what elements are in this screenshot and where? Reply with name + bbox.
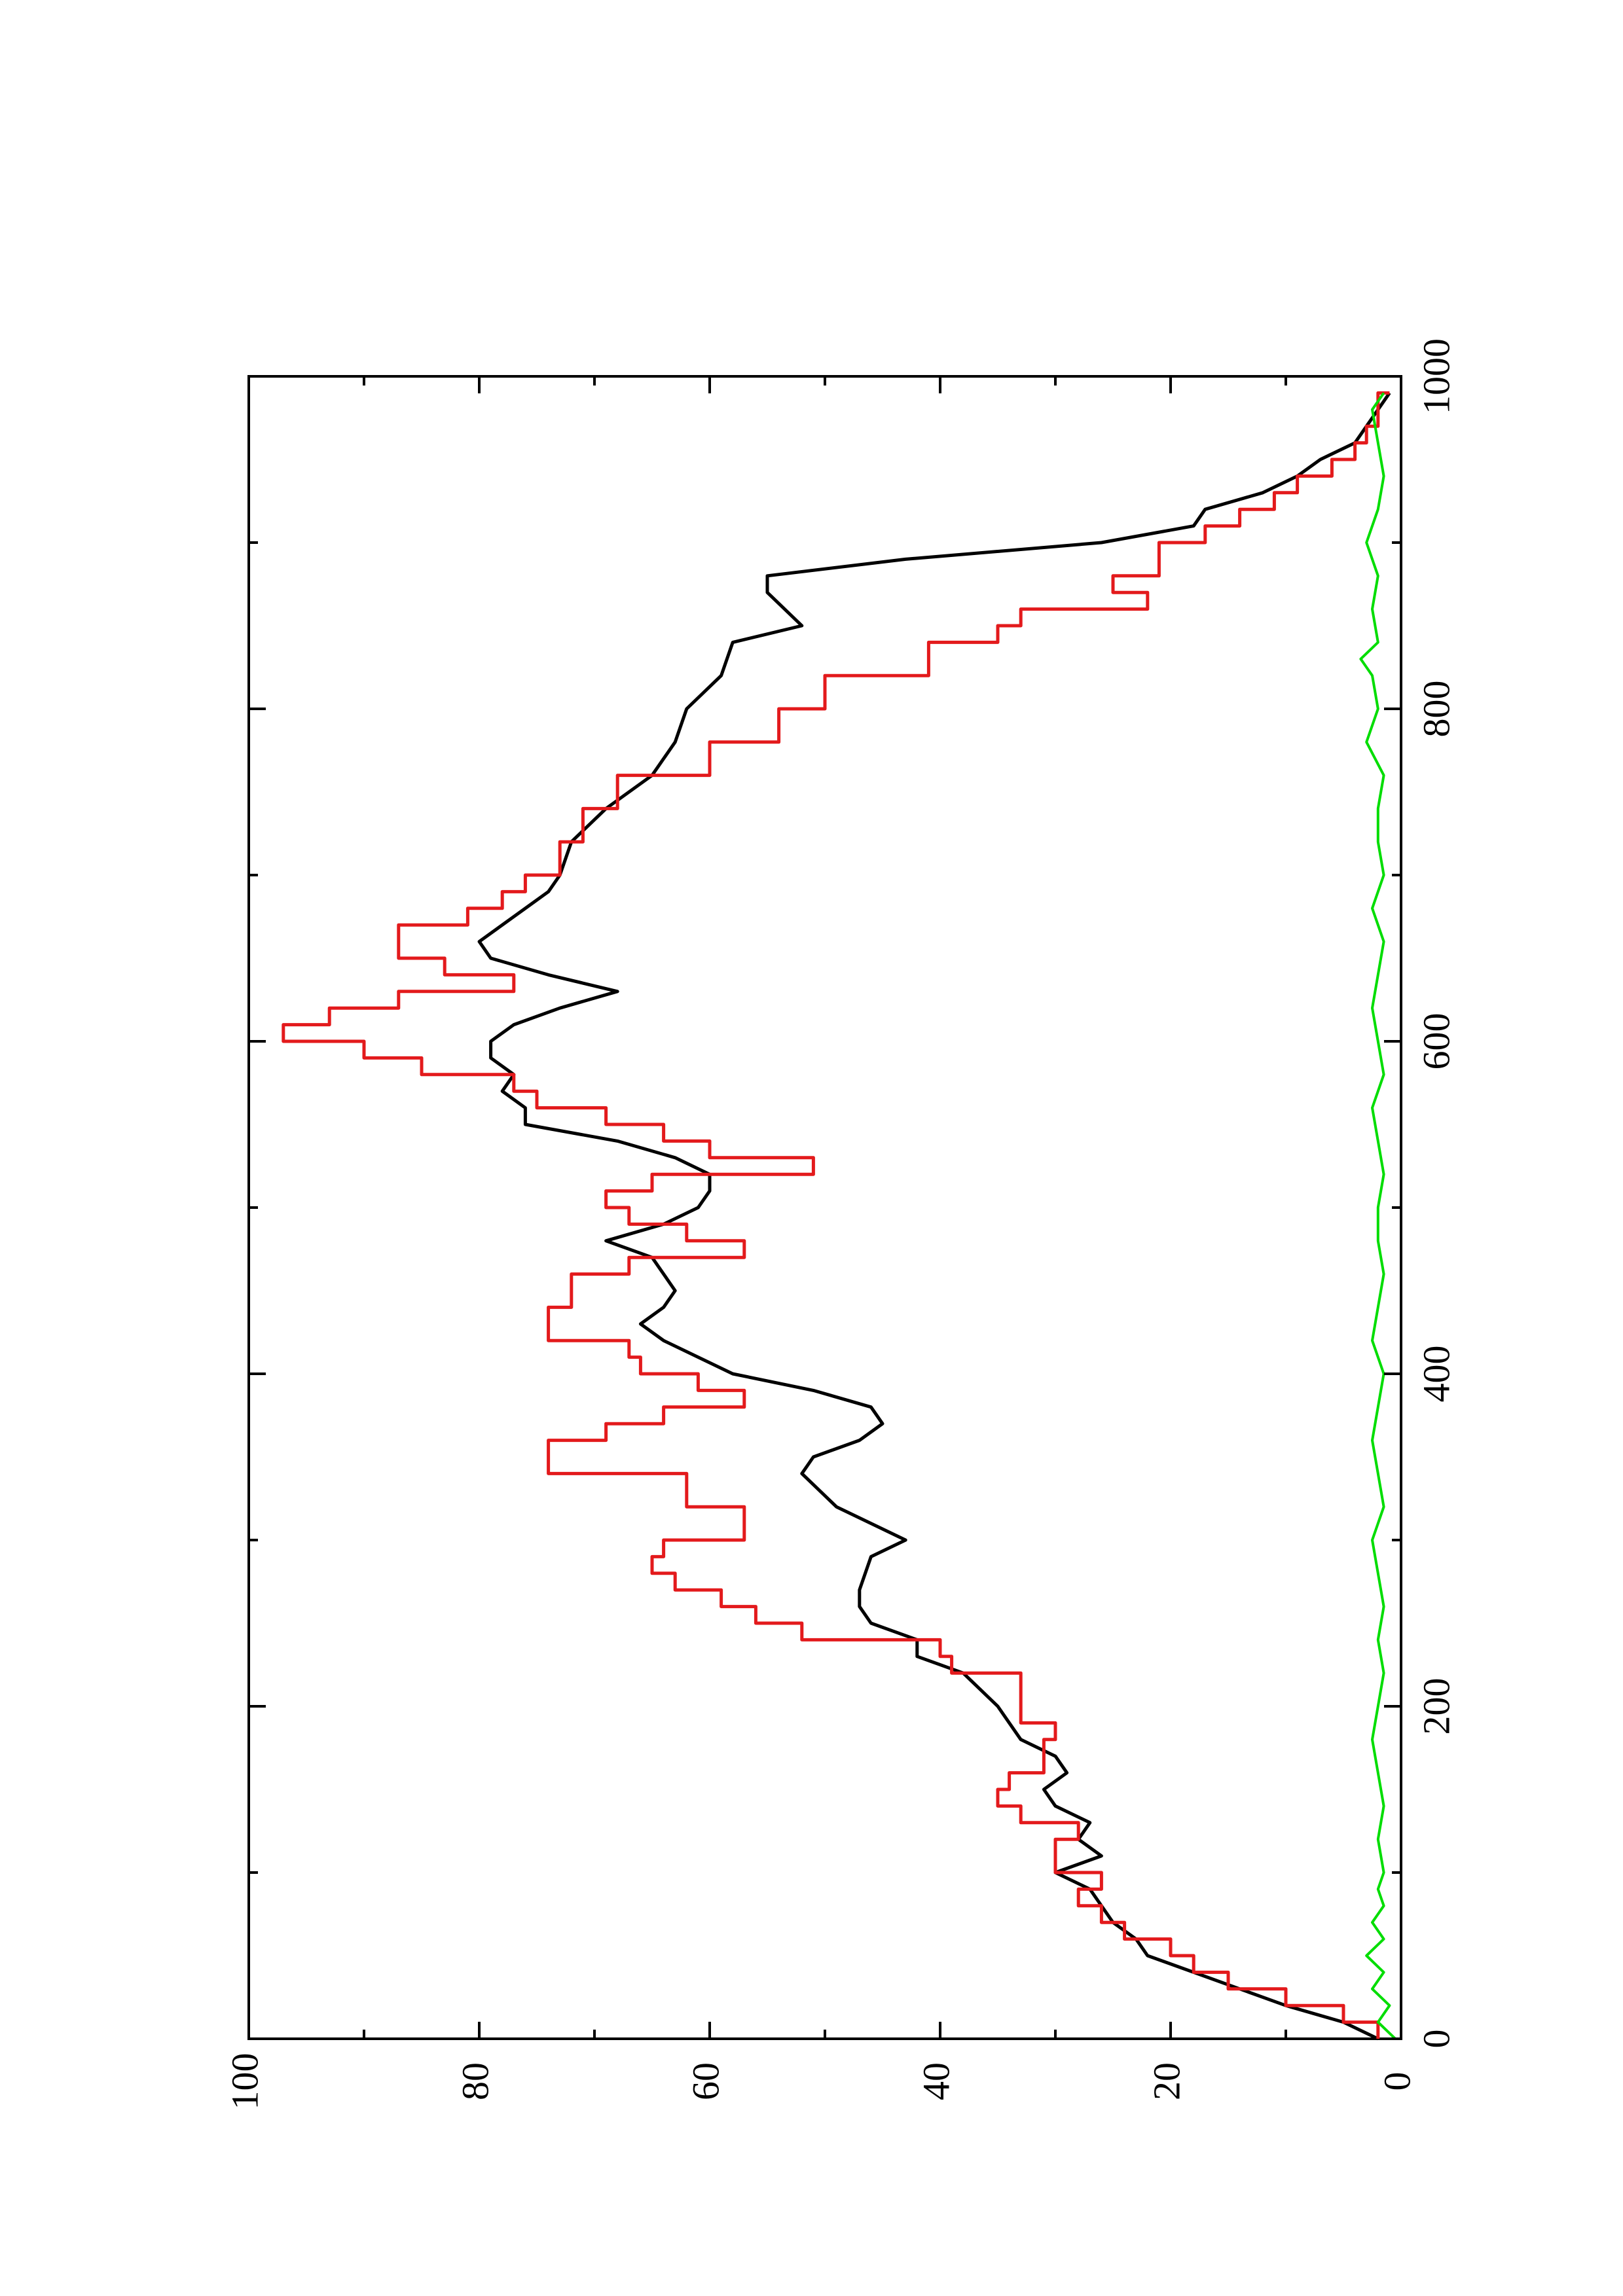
- y-tick-label: 60: [684, 2062, 727, 2100]
- x-tick-label: 0: [1415, 2030, 1457, 2049]
- label-layer: 0 200 400 600 800 1000 0 20 40 60 80 100: [223, 338, 1457, 2110]
- tick-layer: [247, 375, 1402, 2040]
- series-line-1: [477, 391, 1391, 2041]
- plot-frame: [247, 375, 1402, 2040]
- y-tick-label: 40: [915, 2062, 957, 2100]
- y-tick-label: 80: [454, 2062, 496, 2100]
- y-tick-label: 100: [223, 2053, 266, 2110]
- x-tick-label: 600: [1415, 1013, 1457, 1070]
- x-tick-label: 200: [1415, 1678, 1457, 1735]
- y-tick-label: 0: [1376, 2072, 1418, 2091]
- series-line-3: [1359, 392, 1396, 2040]
- x-tick-label: 1000: [1415, 338, 1457, 414]
- x-tick-label: 400: [1415, 1346, 1457, 1403]
- series-layer: [282, 391, 1396, 2041]
- series-line-2: [282, 391, 1390, 2039]
- x-tick-label: 800: [1415, 681, 1457, 738]
- y-tick-label: 20: [1145, 2062, 1188, 2100]
